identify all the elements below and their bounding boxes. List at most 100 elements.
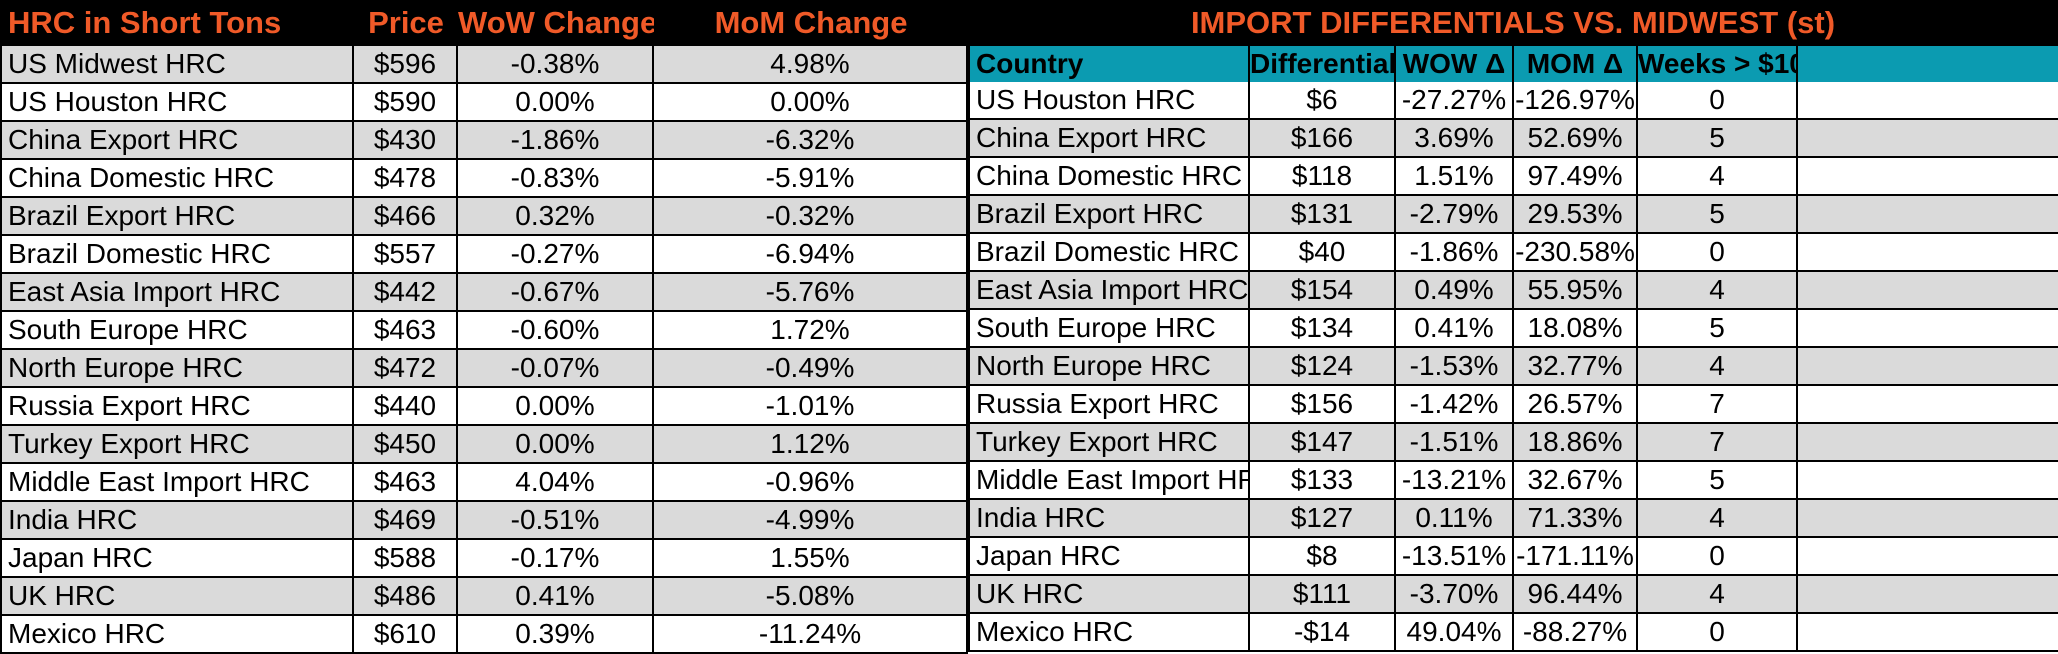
hrc-name-cell: Russia Export HRC — [2, 388, 354, 424]
wow-delta-cell: -1.53% — [1396, 348, 1514, 384]
country-cell: East Asia Import HRC — [970, 272, 1250, 308]
differential-cell: $111 — [1250, 576, 1396, 612]
hrc-name-cell: Mexico HRC — [2, 616, 354, 652]
weeks-over-100-cell: 4 — [1638, 348, 1798, 384]
wow-delta-cell: -1.86% — [1396, 234, 1514, 270]
table-row: Japan HRC $588 -0.17% 1.55% — [0, 540, 968, 578]
weeks-over-100-cell: 0 — [1638, 82, 1798, 118]
differential-cell: $6 — [1250, 82, 1396, 118]
country-cell: North Europe HRC — [970, 348, 1250, 384]
table-row: UK HRC $111 -3.70% 96.44% 4 — [968, 576, 2058, 614]
country-header: Country — [970, 46, 1250, 82]
weeks-over-100-cell: 0 — [1638, 234, 1798, 270]
table-row: US Houston HRC $590 0.00% 0.00% — [0, 84, 968, 122]
wow-change-cell: -1.86% — [458, 122, 654, 158]
mom-change-cell: -0.32% — [654, 198, 968, 234]
price-header-label: Price — [368, 5, 444, 40]
table-row: North Europe HRC $124 -1.53% 32.77% 4 — [968, 348, 2058, 386]
mom-delta-cell: -88.27% — [1514, 614, 1638, 650]
table-row: India HRC $469 -0.51% -4.99% — [0, 502, 968, 540]
wow-delta-cell: 49.04% — [1396, 614, 1514, 650]
country-cell: Russia Export HRC — [970, 386, 1250, 422]
mom-delta-cell: 18.08% — [1514, 310, 1638, 346]
mom-delta-cell: -230.58% — [1514, 234, 1638, 270]
mom-change-cell: -6.94% — [654, 236, 968, 272]
table-row: Russia Export HRC $440 0.00% -1.01% — [0, 388, 968, 426]
differential-cell: $133 — [1250, 462, 1396, 498]
weeks-over-100-cell: 5 — [1638, 462, 1798, 498]
country-cell: China Export HRC — [970, 120, 1250, 156]
wow-change-header-label: WoW Change — [458, 5, 654, 40]
weeks-over-100-cell: 4 — [1638, 272, 1798, 308]
wow-delta-cell: -3.70% — [1396, 576, 1514, 612]
table-row: China Export HRC $166 3.69% 52.69% 5 — [968, 120, 2058, 158]
table-row: North Europe HRC $472 -0.07% -0.49% — [0, 350, 968, 388]
mom-change-cell: 1.55% — [654, 540, 968, 576]
hrc-name-cell: UK HRC — [2, 578, 354, 614]
mom-change-header-label: MoM Change — [714, 5, 908, 40]
hrc-name-cell: China Domestic HRC — [2, 160, 354, 196]
wow-delta-cell: -13.21% — [1396, 462, 1514, 498]
table-row: Mexico HRC $610 0.39% -11.24% — [0, 616, 968, 654]
country-cell: Brazil Export HRC — [970, 196, 1250, 232]
hrc-table-body: US Midwest HRC $596 -0.38% 4.98% US Houston … — [0, 46, 968, 654]
hrc-name-cell: India HRC — [2, 502, 354, 538]
mom-delta-cell: 55.95% — [1514, 272, 1638, 308]
price-cell: $590 — [354, 84, 458, 120]
mom-change-cell: -6.32% — [654, 122, 968, 158]
wow-delta-cell: -27.27% — [1396, 82, 1514, 118]
differential-cell: -$14 — [1250, 614, 1396, 650]
mom-change-cell: -0.96% — [654, 464, 968, 500]
wow-delta-cell: -1.42% — [1396, 386, 1514, 422]
wow-change-cell: -0.17% — [458, 540, 654, 576]
wow-change-cell: 0.00% — [458, 84, 654, 120]
mom-change-cell: -5.08% — [654, 578, 968, 614]
table-row: Brazil Export HRC $466 0.32% -0.32% — [0, 198, 968, 236]
country-cell: India HRC — [970, 500, 1250, 536]
table-row: Mexico HRC -$14 49.04% -88.27% 0 — [968, 614, 2058, 652]
hrc-name-cell: Brazil Domestic HRC — [2, 236, 354, 272]
mom-change-cell: 0.00% — [654, 84, 968, 120]
hrc-name-cell: Brazil Export HRC — [2, 198, 354, 234]
mom-delta-cell: 52.69% — [1514, 120, 1638, 156]
wow-change-cell: -0.67% — [458, 274, 654, 310]
mom-delta-cell: 29.53% — [1514, 196, 1638, 232]
weeks-over-100-cell: 5 — [1638, 120, 1798, 156]
wow-delta-cell: 0.11% — [1396, 500, 1514, 536]
price-cell: $557 — [354, 236, 458, 272]
wow-delta-cell: -2.79% — [1396, 196, 1514, 232]
wow-delta-cell: 0.49% — [1396, 272, 1514, 308]
wow-change-cell: 0.00% — [458, 388, 654, 424]
hrc-name-cell: East Asia Import HRC — [2, 274, 354, 310]
price-cell: $466 — [354, 198, 458, 234]
mom-change-cell: -0.49% — [654, 350, 968, 386]
weeks-over-100-header: Weeks > $100 — [1638, 46, 1798, 82]
table-row: Middle East Import HRC $133 -13.21% 32.67% 5 — [968, 462, 2058, 500]
country-cell: China Domestic HRC — [970, 158, 1250, 194]
mom-change-cell: -5.91% — [654, 160, 968, 196]
country-cell: South Europe HRC — [970, 310, 1250, 346]
weeks-over-100-cell: 5 — [1638, 196, 1798, 232]
wow-delta-cell: -1.51% — [1396, 424, 1514, 460]
country-cell: UK HRC — [970, 576, 1250, 612]
mom-change-cell: -4.99% — [654, 502, 968, 538]
price-cell: $440 — [354, 388, 458, 424]
differential-cell: $40 — [1250, 234, 1396, 270]
differentials-table-body: US Houston HRC $6 -27.27% -126.97% 0 China Ex… — [968, 82, 2058, 652]
weeks-over-100-cell: 7 — [1638, 386, 1798, 422]
price-cell: $450 — [354, 426, 458, 462]
table-row: US Midwest HRC $596 -0.38% 4.98% — [0, 46, 968, 84]
wow-change-cell: -0.51% — [458, 502, 654, 538]
hrc-name-cell: Turkey Export HRC — [2, 426, 354, 462]
hrc-header-label: HRC in Short Tons — [8, 5, 282, 40]
table-row: Brazil Domestic HRC $557 -0.27% -6.94% — [0, 236, 968, 274]
hrc-name-cell: Japan HRC — [2, 540, 354, 576]
import-differentials-table: IMPORT DIFFERENTIALS VS. MIDWEST (st) Co… — [968, 0, 2058, 652]
mom-change-cell: 4.98% — [654, 46, 968, 82]
mom-delta-cell: 32.77% — [1514, 348, 1638, 384]
mom-change-cell: -5.76% — [654, 274, 968, 310]
hrc-name-cell: US Midwest HRC — [2, 46, 354, 82]
table-row: Russia Export HRC $156 -1.42% 26.57% 7 — [968, 386, 2058, 424]
differential-cell: $154 — [1250, 272, 1396, 308]
mom-delta-cell: 26.57% — [1514, 386, 1638, 422]
